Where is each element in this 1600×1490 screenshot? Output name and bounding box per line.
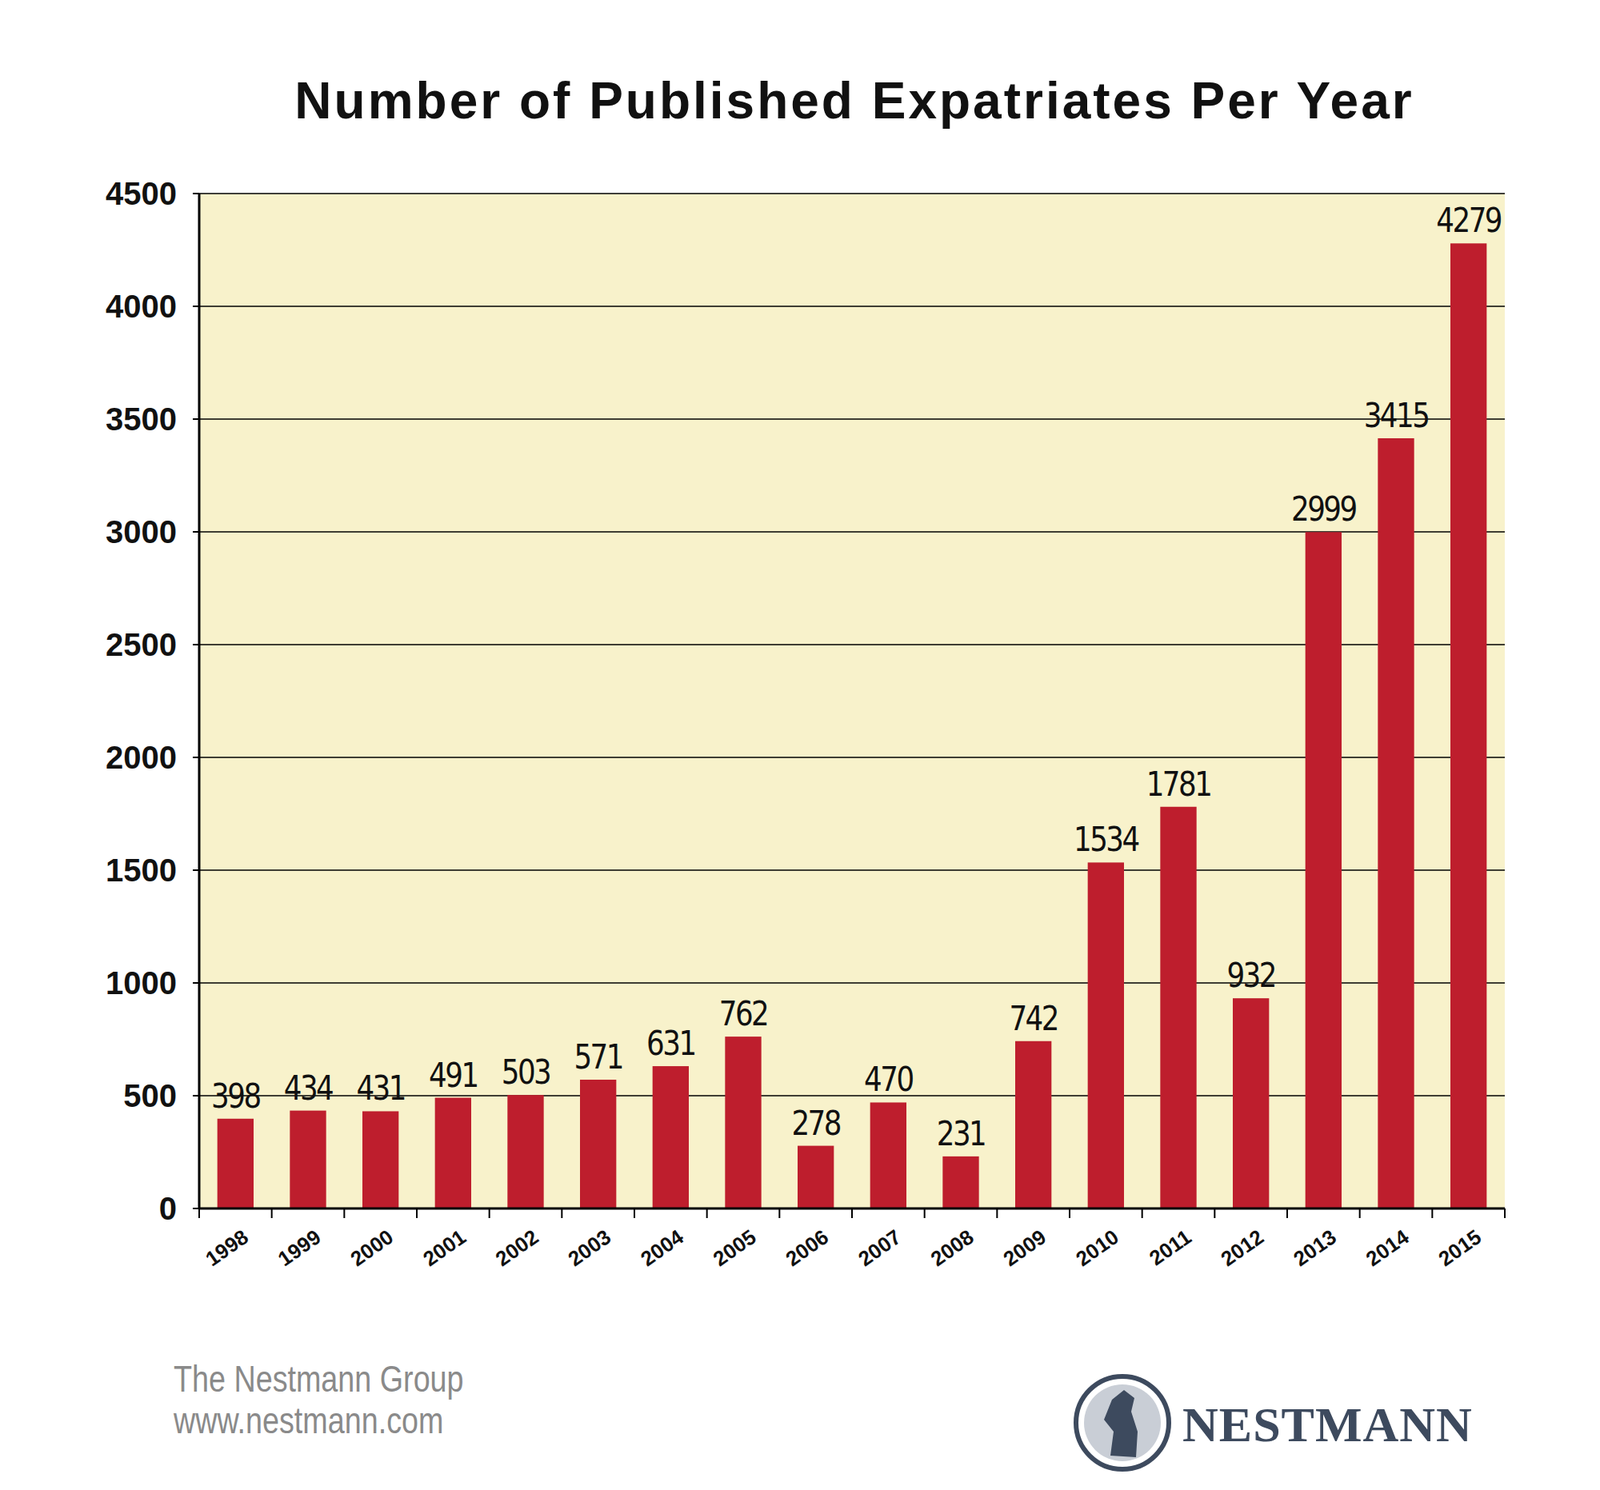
y-tick-label: 3000 <box>105 514 177 550</box>
x-tick <box>1359 1208 1361 1219</box>
chart: Number of Published Expatriates Per Year… <box>0 0 1600 1490</box>
data-label: 1534 <box>1073 820 1140 860</box>
x-tick-label: 2008 <box>926 1224 979 1272</box>
data-label: 742 <box>1008 999 1057 1038</box>
logo-text: NESTMANN <box>1182 1397 1473 1452</box>
x-tick-label: 2002 <box>491 1224 544 1272</box>
data-label: 762 <box>719 994 768 1033</box>
grid-line <box>199 192 1505 195</box>
bar <box>580 1080 616 1209</box>
bar <box>652 1066 689 1209</box>
y-tick-label: 3500 <box>105 401 177 437</box>
x-tick-label: 2010 <box>1071 1224 1124 1272</box>
grid-line <box>199 418 1505 420</box>
x-tick <box>1286 1208 1288 1219</box>
y-axis <box>198 193 201 1209</box>
x-tick <box>271 1208 273 1219</box>
x-tick-label: 2015 <box>1434 1224 1487 1272</box>
bar <box>507 1095 544 1209</box>
data-label: 631 <box>646 1024 695 1063</box>
bar <box>1088 862 1124 1209</box>
data-label: 932 <box>1226 956 1275 995</box>
bar <box>1160 807 1196 1209</box>
x-tick <box>1141 1208 1144 1219</box>
data-label: 491 <box>428 1056 477 1095</box>
x-tick <box>198 1208 200 1219</box>
x-tick <box>343 1208 345 1219</box>
bars <box>217 243 1488 1209</box>
data-label: 4279 <box>1436 201 1502 240</box>
data-label: 398 <box>211 1076 260 1116</box>
x-tick-label: 1999 <box>273 1224 326 1272</box>
footer-url: www.nestmann.com <box>172 1400 444 1441</box>
x-tick-label: 2013 <box>1288 1224 1341 1272</box>
x-tick <box>996 1208 998 1219</box>
x-tick-label: 2005 <box>708 1224 761 1272</box>
x-tick <box>706 1208 708 1219</box>
y-tick-label: 500 <box>123 1078 177 1114</box>
plot-area <box>199 193 1505 1209</box>
x-tick-label: 2006 <box>781 1224 834 1272</box>
x-tick-label: 2001 <box>418 1224 471 1272</box>
data-label: 278 <box>791 1104 840 1143</box>
x-tick-label: 2004 <box>636 1224 688 1272</box>
data-label: 503 <box>501 1052 550 1092</box>
bar <box>797 1146 834 1209</box>
data-label: 231 <box>936 1114 985 1153</box>
y-tick-label: 2500 <box>105 627 177 663</box>
labels: 398 434 431 491 503 571 631 762 278 470 231 742 1534… <box>211 201 1502 1154</box>
logo-globe <box>1084 1384 1161 1462</box>
x-tick <box>1068 1208 1071 1219</box>
bar <box>1232 998 1269 1209</box>
y-tick-label: 1500 <box>105 852 177 888</box>
x-tick <box>488 1208 491 1219</box>
x-tick <box>778 1208 780 1219</box>
bar <box>1015 1041 1052 1209</box>
data-label: 1781 <box>1146 764 1212 804</box>
footer-company: The Nestmann Group <box>173 1358 464 1400</box>
bar <box>942 1156 979 1209</box>
x-tick <box>924 1208 926 1219</box>
x-tick <box>1431 1208 1433 1219</box>
x-tick <box>1504 1208 1506 1219</box>
y-tick-label: 2000 <box>105 740 177 776</box>
y-tick-label: 4000 <box>105 288 177 324</box>
x-tick <box>416 1208 418 1219</box>
y-tick-label: 0 <box>159 1191 177 1227</box>
bar <box>1305 532 1342 1209</box>
x-tick <box>560 1208 563 1219</box>
data-label: 3415 <box>1364 396 1429 435</box>
logo-ring <box>1076 1376 1169 1470</box>
y-tick-label: 1000 <box>105 965 177 1001</box>
bar <box>724 1036 761 1209</box>
bar <box>435 1098 472 1209</box>
background <box>0 0 1600 1490</box>
bar <box>289 1111 326 1209</box>
bar <box>362 1111 399 1209</box>
data-label: 571 <box>573 1037 622 1076</box>
data-label: 434 <box>284 1068 333 1108</box>
data-label: 2999 <box>1291 489 1357 528</box>
x-tick-label: 1998 <box>200 1224 253 1272</box>
logo-figure <box>1104 1390 1138 1458</box>
x-tick-label: 2009 <box>999 1224 1052 1272</box>
x-tick <box>1213 1208 1216 1219</box>
data-label: 470 <box>864 1060 913 1100</box>
title: Number of Published Expatriates Per Year <box>294 72 1414 130</box>
x-tick <box>633 1208 636 1219</box>
x-tick <box>851 1208 853 1219</box>
data-label: 431 <box>356 1069 404 1108</box>
bar <box>1377 438 1414 1209</box>
x-tick-label: 2011 <box>1144 1224 1196 1271</box>
y-tick-label: 4500 <box>105 176 177 212</box>
x-tick-label: 2003 <box>564 1224 616 1272</box>
bar <box>870 1102 907 1209</box>
x-tick-label: 2000 <box>346 1224 399 1272</box>
x-tick-label: 2014 <box>1361 1224 1414 1272</box>
grid-line <box>199 305 1505 308</box>
bar <box>1450 243 1487 1209</box>
bar <box>217 1119 254 1209</box>
x-tick-label: 2012 <box>1216 1224 1269 1272</box>
x-tick-label: 2007 <box>853 1224 906 1272</box>
